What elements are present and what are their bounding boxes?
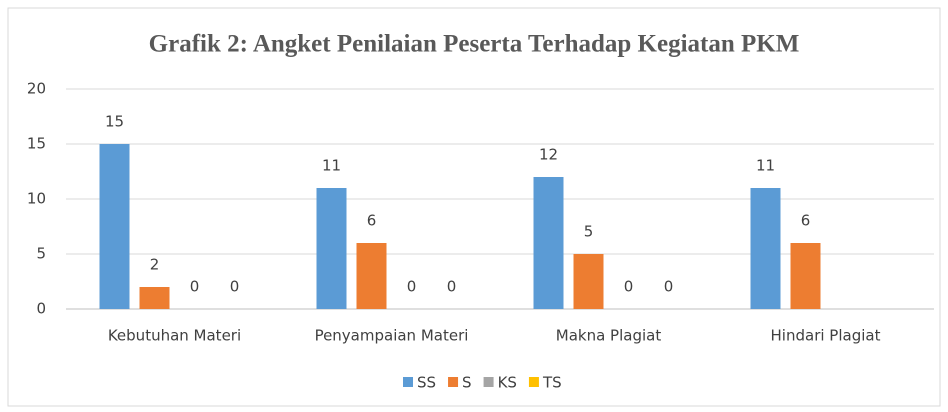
bar	[533, 177, 564, 309]
data-label: 0	[230, 278, 240, 296]
data-label: 6	[801, 212, 811, 230]
y-tick-label: 10	[27, 190, 46, 208]
data-label: 0	[624, 278, 634, 296]
y-tick-label: 5	[36, 245, 46, 263]
legend-label: KS	[498, 374, 517, 392]
bar	[356, 243, 387, 309]
data-label: 0	[190, 278, 200, 296]
data-label: 2	[150, 256, 160, 274]
data-label: 0	[447, 278, 457, 296]
bar	[790, 243, 821, 309]
x-tick-label: Hindari Plagiat	[771, 327, 881, 345]
chart-title: Grafik 2: Angket Penilaian Peserta Terha…	[149, 31, 800, 58]
legend-swatch	[483, 377, 494, 387]
data-label: 11	[756, 157, 775, 175]
legend-label: SS	[417, 374, 436, 392]
data-label: 0	[664, 278, 674, 296]
y-tick-label: 20	[27, 80, 46, 98]
chart-frame	[7, 7, 941, 407]
data-label: 12	[539, 146, 558, 164]
bar	[750, 188, 781, 309]
legend-label: S	[462, 374, 472, 392]
data-label: 6	[367, 212, 377, 230]
data-label: 5	[584, 223, 594, 241]
x-tick-label: Makna Plagiat	[556, 327, 662, 345]
bar	[139, 287, 170, 309]
x-tick-label: Penyampaian Materi	[315, 327, 469, 345]
x-tick-label: Kebutuhan Materi	[108, 327, 241, 345]
y-tick-label: 0	[36, 300, 46, 318]
legend-label: TS	[542, 374, 562, 392]
legend-swatch	[448, 377, 459, 387]
legend-swatch	[528, 377, 539, 387]
data-label: 15	[105, 113, 124, 131]
data-label: 11	[322, 157, 341, 175]
y-tick-label: 15	[27, 135, 46, 153]
legend-swatch	[403, 377, 413, 387]
bar	[99, 144, 130, 309]
data-label: 0	[407, 278, 417, 296]
bar	[573, 254, 604, 309]
bar	[316, 188, 347, 309]
